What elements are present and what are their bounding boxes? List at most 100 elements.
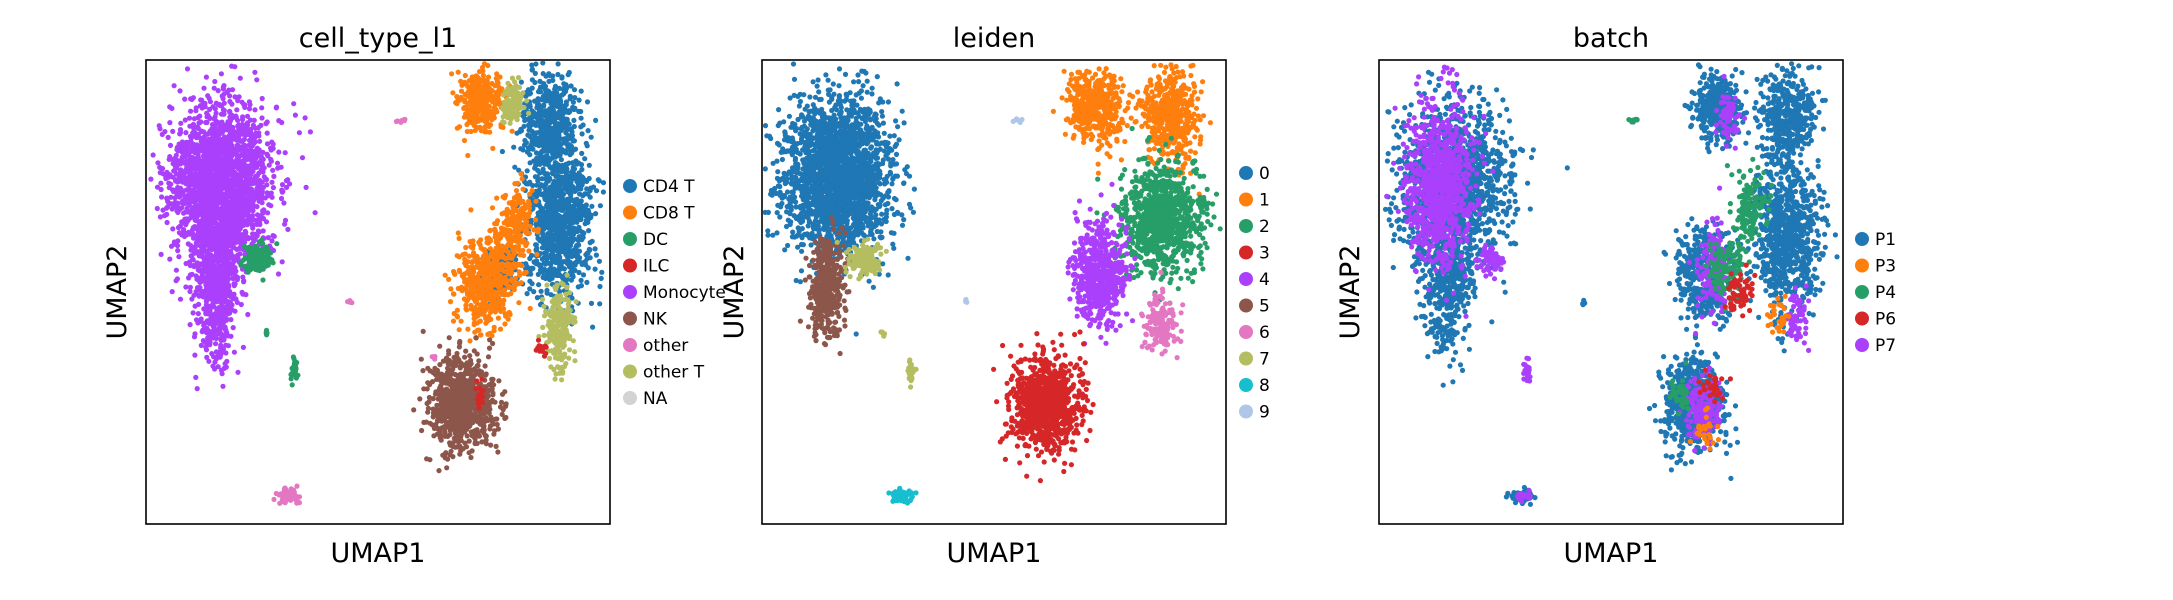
data-point xyxy=(160,207,166,213)
data-point xyxy=(186,275,192,281)
data-point xyxy=(185,143,192,149)
data-point xyxy=(543,108,549,114)
data-point xyxy=(539,256,546,262)
data-point xyxy=(183,260,189,267)
data-point xyxy=(534,258,540,264)
data-point xyxy=(168,194,174,200)
data-point xyxy=(242,228,248,234)
data-point xyxy=(212,321,218,327)
data-point xyxy=(564,210,570,216)
data-point xyxy=(592,246,598,252)
data-point xyxy=(547,106,553,112)
data-point xyxy=(555,134,562,141)
data-point xyxy=(572,202,578,208)
data-point xyxy=(242,104,248,110)
data-point xyxy=(597,301,603,307)
data-point xyxy=(195,150,201,156)
data-point xyxy=(541,242,547,248)
data-point xyxy=(557,244,563,251)
data-point xyxy=(470,96,476,102)
data-point xyxy=(257,138,263,144)
data-point xyxy=(192,247,198,253)
data-point xyxy=(174,201,180,208)
data-point xyxy=(167,104,173,110)
data-point xyxy=(193,217,199,223)
data-point xyxy=(158,251,164,257)
data-point xyxy=(213,100,219,106)
data-point xyxy=(249,186,255,192)
data-point xyxy=(171,83,177,89)
data-point xyxy=(168,181,174,187)
data-point xyxy=(254,163,260,169)
data-point xyxy=(558,166,564,172)
data-point xyxy=(231,223,237,229)
data-point xyxy=(188,173,194,179)
data-point xyxy=(483,128,489,135)
data-point xyxy=(546,158,552,164)
data-point xyxy=(260,228,266,234)
data-point xyxy=(229,87,236,93)
data-point xyxy=(174,171,180,177)
data-point xyxy=(461,79,468,85)
data-point xyxy=(261,259,268,265)
data-point xyxy=(518,79,525,85)
data-point xyxy=(231,237,237,243)
data-point xyxy=(538,182,545,188)
data-point xyxy=(577,191,583,197)
data-point xyxy=(205,280,211,286)
data-point xyxy=(543,250,549,256)
data-point xyxy=(233,193,240,199)
data-point xyxy=(276,149,282,155)
data-point xyxy=(570,160,576,166)
data-point xyxy=(235,156,241,162)
data-point xyxy=(596,258,603,264)
data-point xyxy=(173,240,179,246)
data-point xyxy=(490,145,496,151)
data-point xyxy=(561,81,567,87)
data-point xyxy=(466,78,472,84)
data-point xyxy=(476,87,482,93)
data-point xyxy=(552,191,558,197)
data-point xyxy=(205,288,211,295)
data-point xyxy=(260,241,266,247)
data-point xyxy=(541,148,547,154)
data-point xyxy=(537,263,543,269)
data-point xyxy=(564,84,570,90)
data-point xyxy=(580,234,586,240)
data-point xyxy=(292,112,298,118)
data-point xyxy=(528,271,534,277)
data-point xyxy=(240,222,246,228)
data-point xyxy=(249,222,255,228)
data-point xyxy=(586,175,592,182)
data-point xyxy=(169,289,175,295)
panel-title: cell_type_l1 xyxy=(299,23,457,54)
data-point xyxy=(254,204,260,210)
data-point xyxy=(462,114,468,120)
data-point xyxy=(169,206,175,212)
data-point xyxy=(220,306,226,312)
data-point xyxy=(548,292,554,298)
data-point xyxy=(217,103,224,109)
data-point xyxy=(547,97,553,103)
data-point xyxy=(559,265,566,271)
data-point xyxy=(541,122,547,128)
data-point xyxy=(551,215,558,221)
data-point xyxy=(212,78,218,85)
data-point xyxy=(516,167,522,173)
data-point xyxy=(569,295,575,301)
data-point xyxy=(246,219,252,225)
data-point xyxy=(245,122,251,128)
data-point xyxy=(556,181,562,187)
data-point xyxy=(302,115,308,121)
data-point xyxy=(178,120,184,126)
data-point xyxy=(513,257,519,263)
data-point xyxy=(265,235,271,241)
data-point xyxy=(571,87,578,93)
data-point xyxy=(199,245,205,251)
data-point xyxy=(207,99,213,105)
data-point xyxy=(538,219,544,225)
data-point xyxy=(235,369,241,375)
data-point xyxy=(564,116,570,122)
data-point xyxy=(216,325,222,331)
